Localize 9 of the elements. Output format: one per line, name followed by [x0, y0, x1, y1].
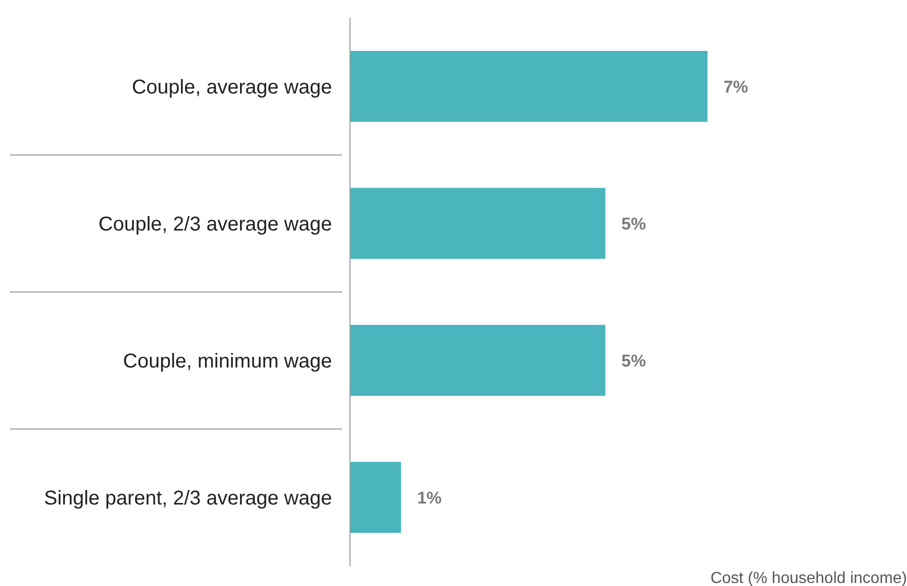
y-tick-label: Single parent, 2/3 average wage: [44, 488, 332, 510]
data-label: 5%: [621, 214, 646, 234]
y-tick-label: Couple, minimum wage: [123, 350, 332, 373]
data-label: 7%: [724, 77, 748, 96]
x-axis-title: Cost (% household income): [710, 570, 907, 586]
y-tick-label: Couple, average wage: [132, 76, 332, 99]
y-tick-label: Couple, 2/3 average wage: [98, 214, 332, 236]
data-label: 1%: [417, 488, 442, 508]
data-label: 5%: [621, 351, 646, 370]
